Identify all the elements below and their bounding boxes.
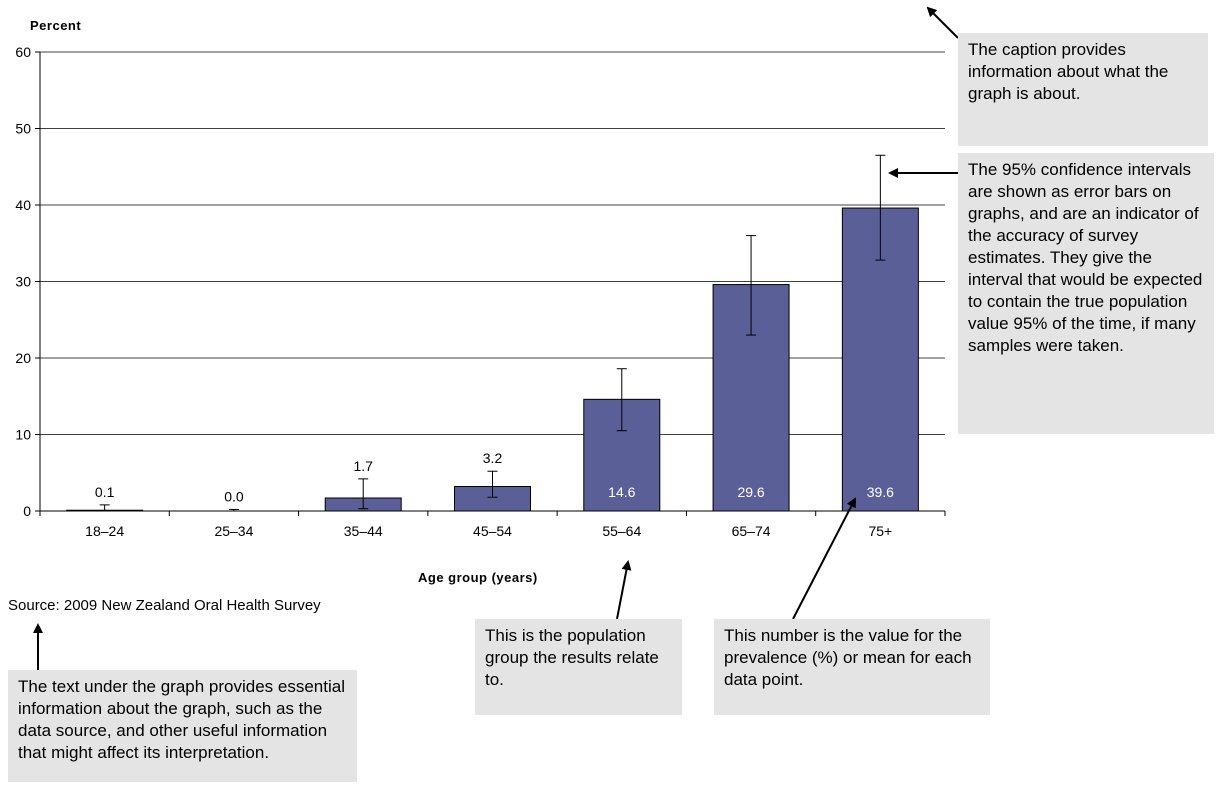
x-axis-label: Age group (years) [418,570,538,585]
y-tick-label: 40 [15,197,31,213]
data-label: 0.1 [95,484,115,500]
caption-note: The caption provides information about w… [958,33,1208,146]
x-tick-label: 18–24 [85,523,124,539]
text-under-note-text: The text under the graph provides essent… [18,677,345,762]
y-tick-label: 10 [15,427,31,443]
value-note: This number is the value for the prevale… [714,619,990,715]
data-label: 3.2 [483,450,503,466]
caption-note-text: The caption provides information about w… [968,40,1169,103]
ci-note: The 95% confidence intervals are shown a… [958,153,1214,434]
y-tick-label: 50 [15,121,31,137]
data-label: 14.6 [608,484,635,500]
y-axis-label: Percent [30,18,82,33]
x-tick-label: 35–44 [344,523,383,539]
y-tick-label: 30 [15,274,31,290]
y-tick-label: 20 [15,350,31,366]
data-label: 1.7 [353,458,373,474]
ci-note-text: The 95% confidence intervals are shown a… [968,160,1203,355]
x-tick-label: 25–34 [214,523,253,539]
data-label: 0.0 [224,488,244,504]
x-tick-label: 55–64 [602,523,641,539]
population-note-text: This is the population group the results… [485,626,659,689]
x-tick-label: 75+ [868,523,892,539]
population-note: This is the population group the results… [475,619,682,715]
y-tick-label: 0 [23,503,31,519]
data-label: 29.6 [737,484,764,500]
source-text: Source: 2009 New Zealand Oral Health Sur… [8,597,321,614]
value-note-text: This number is the value for the prevale… [724,626,972,689]
caption-arrow [926,6,959,39]
text-under-note: The text under the graph provides essent… [8,670,357,782]
x-tick-label: 65–74 [732,523,771,539]
data-label: 39.6 [867,484,894,500]
value-arrow [792,497,856,620]
population-arrow [616,560,632,620]
y-tick-label: 60 [15,44,31,60]
x-tick-label: 45–54 [473,523,512,539]
